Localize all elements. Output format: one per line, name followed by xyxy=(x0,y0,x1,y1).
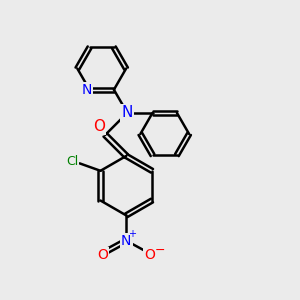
Text: Cl: Cl xyxy=(66,155,78,168)
Text: O: O xyxy=(145,248,155,262)
Text: −: − xyxy=(154,244,165,257)
Text: O: O xyxy=(93,119,105,134)
Text: +: + xyxy=(128,229,136,239)
Text: O: O xyxy=(97,248,108,262)
Text: N: N xyxy=(121,234,131,248)
Text: N: N xyxy=(82,83,92,97)
Text: N: N xyxy=(122,105,133,120)
